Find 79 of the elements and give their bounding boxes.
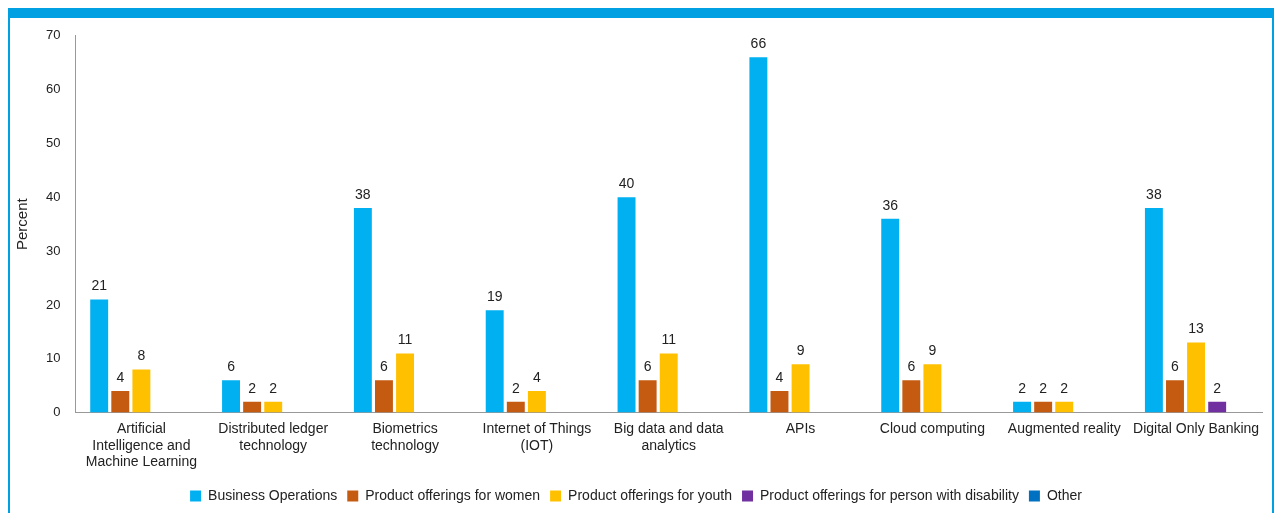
data-label: 4 — [532, 368, 541, 385]
x-tick-label: Artificial Intelligence and Machine Learning — [85, 419, 198, 470]
data-label: 40 — [618, 175, 635, 192]
legend-label: Product offerings for person with disability — [760, 486, 1019, 503]
data-label: 6 — [227, 358, 236, 375]
data-label: 6 — [380, 358, 389, 375]
bar — [90, 299, 109, 413]
x-tick-label: APIs — [785, 419, 816, 436]
bar — [222, 380, 240, 413]
data-label: 6 — [907, 358, 916, 375]
data-label: 9 — [796, 342, 805, 359]
bar — [1187, 342, 1206, 413]
data-label: 2 — [511, 379, 520, 396]
x-tick-label: Big data and data analytics — [613, 419, 724, 453]
data-label: 11 — [661, 331, 677, 348]
bar — [638, 380, 657, 413]
bar — [1034, 401, 1053, 413]
bar — [749, 57, 768, 413]
bar — [111, 391, 130, 413]
x-tick-label: Cloud computing — [879, 419, 985, 436]
bar — [1144, 208, 1163, 413]
data-label: 38 — [355, 185, 371, 202]
data-label: 4 — [775, 368, 784, 385]
y-tick-label: 70 — [45, 27, 61, 43]
bar — [264, 401, 283, 413]
bar — [485, 310, 504, 413]
y-tick-label: 60 — [45, 81, 61, 97]
data-label: 2 — [1018, 379, 1027, 396]
x-tick-label: Distributed ledger technology — [218, 419, 329, 453]
data-label: 36 — [882, 196, 899, 213]
legend-label: Business Operations — [208, 486, 338, 503]
data-label: 13 — [1188, 320, 1205, 337]
bar — [881, 218, 900, 413]
x-tick-label: Digital Only Banking — [1133, 419, 1260, 436]
data-label: 19 — [486, 288, 503, 305]
bar — [527, 391, 546, 413]
data-label: 9 — [928, 342, 937, 359]
data-label: 2 — [248, 379, 257, 396]
x-tick-label: Augmented reality — [1007, 419, 1121, 436]
data-label: 21 — [91, 277, 108, 294]
bar — [396, 353, 415, 413]
data-label: 6 — [1171, 358, 1180, 375]
data-label: 8 — [137, 347, 146, 364]
legend-label: Other — [1046, 486, 1083, 503]
data-label: 2 — [1213, 379, 1222, 396]
data-label: 38 — [1146, 185, 1162, 202]
y-tick-label: 30 — [45, 242, 61, 258]
bar — [923, 364, 942, 413]
bar — [132, 369, 151, 413]
x-tick-label: Biometrics technology — [371, 419, 439, 453]
data-label: 66 — [750, 35, 767, 52]
bar — [1166, 380, 1184, 413]
data-label: 2 — [1039, 379, 1048, 396]
data-label: 4 — [116, 368, 125, 385]
bar — [353, 208, 372, 413]
data-label: 2 — [1060, 379, 1069, 396]
x-tick-label: Internet of Things (IOT) — [482, 419, 592, 453]
y-tick-label: 50 — [45, 135, 61, 151]
y-axis-title: Percent — [13, 197, 31, 251]
bar — [1013, 401, 1032, 413]
bar — [1055, 401, 1074, 413]
data-label: 11 — [397, 331, 413, 348]
y-tick-label: 10 — [45, 350, 61, 366]
y-tick-label: 40 — [45, 188, 61, 204]
legend-label: Product offerings for youth — [568, 486, 733, 503]
data-label: 6 — [643, 358, 652, 375]
y-tick-label: 0 — [53, 404, 61, 420]
bar — [617, 197, 636, 413]
bar — [506, 401, 525, 413]
bar — [375, 380, 393, 413]
bar — [770, 391, 789, 413]
bar — [1208, 401, 1227, 413]
data-label: 2 — [269, 379, 278, 396]
y-tick-label: 20 — [45, 296, 61, 312]
bar — [659, 353, 678, 413]
legend-label: Product offerings for women — [365, 486, 541, 503]
bar — [243, 401, 262, 413]
bar — [791, 364, 810, 413]
bar — [902, 380, 921, 413]
